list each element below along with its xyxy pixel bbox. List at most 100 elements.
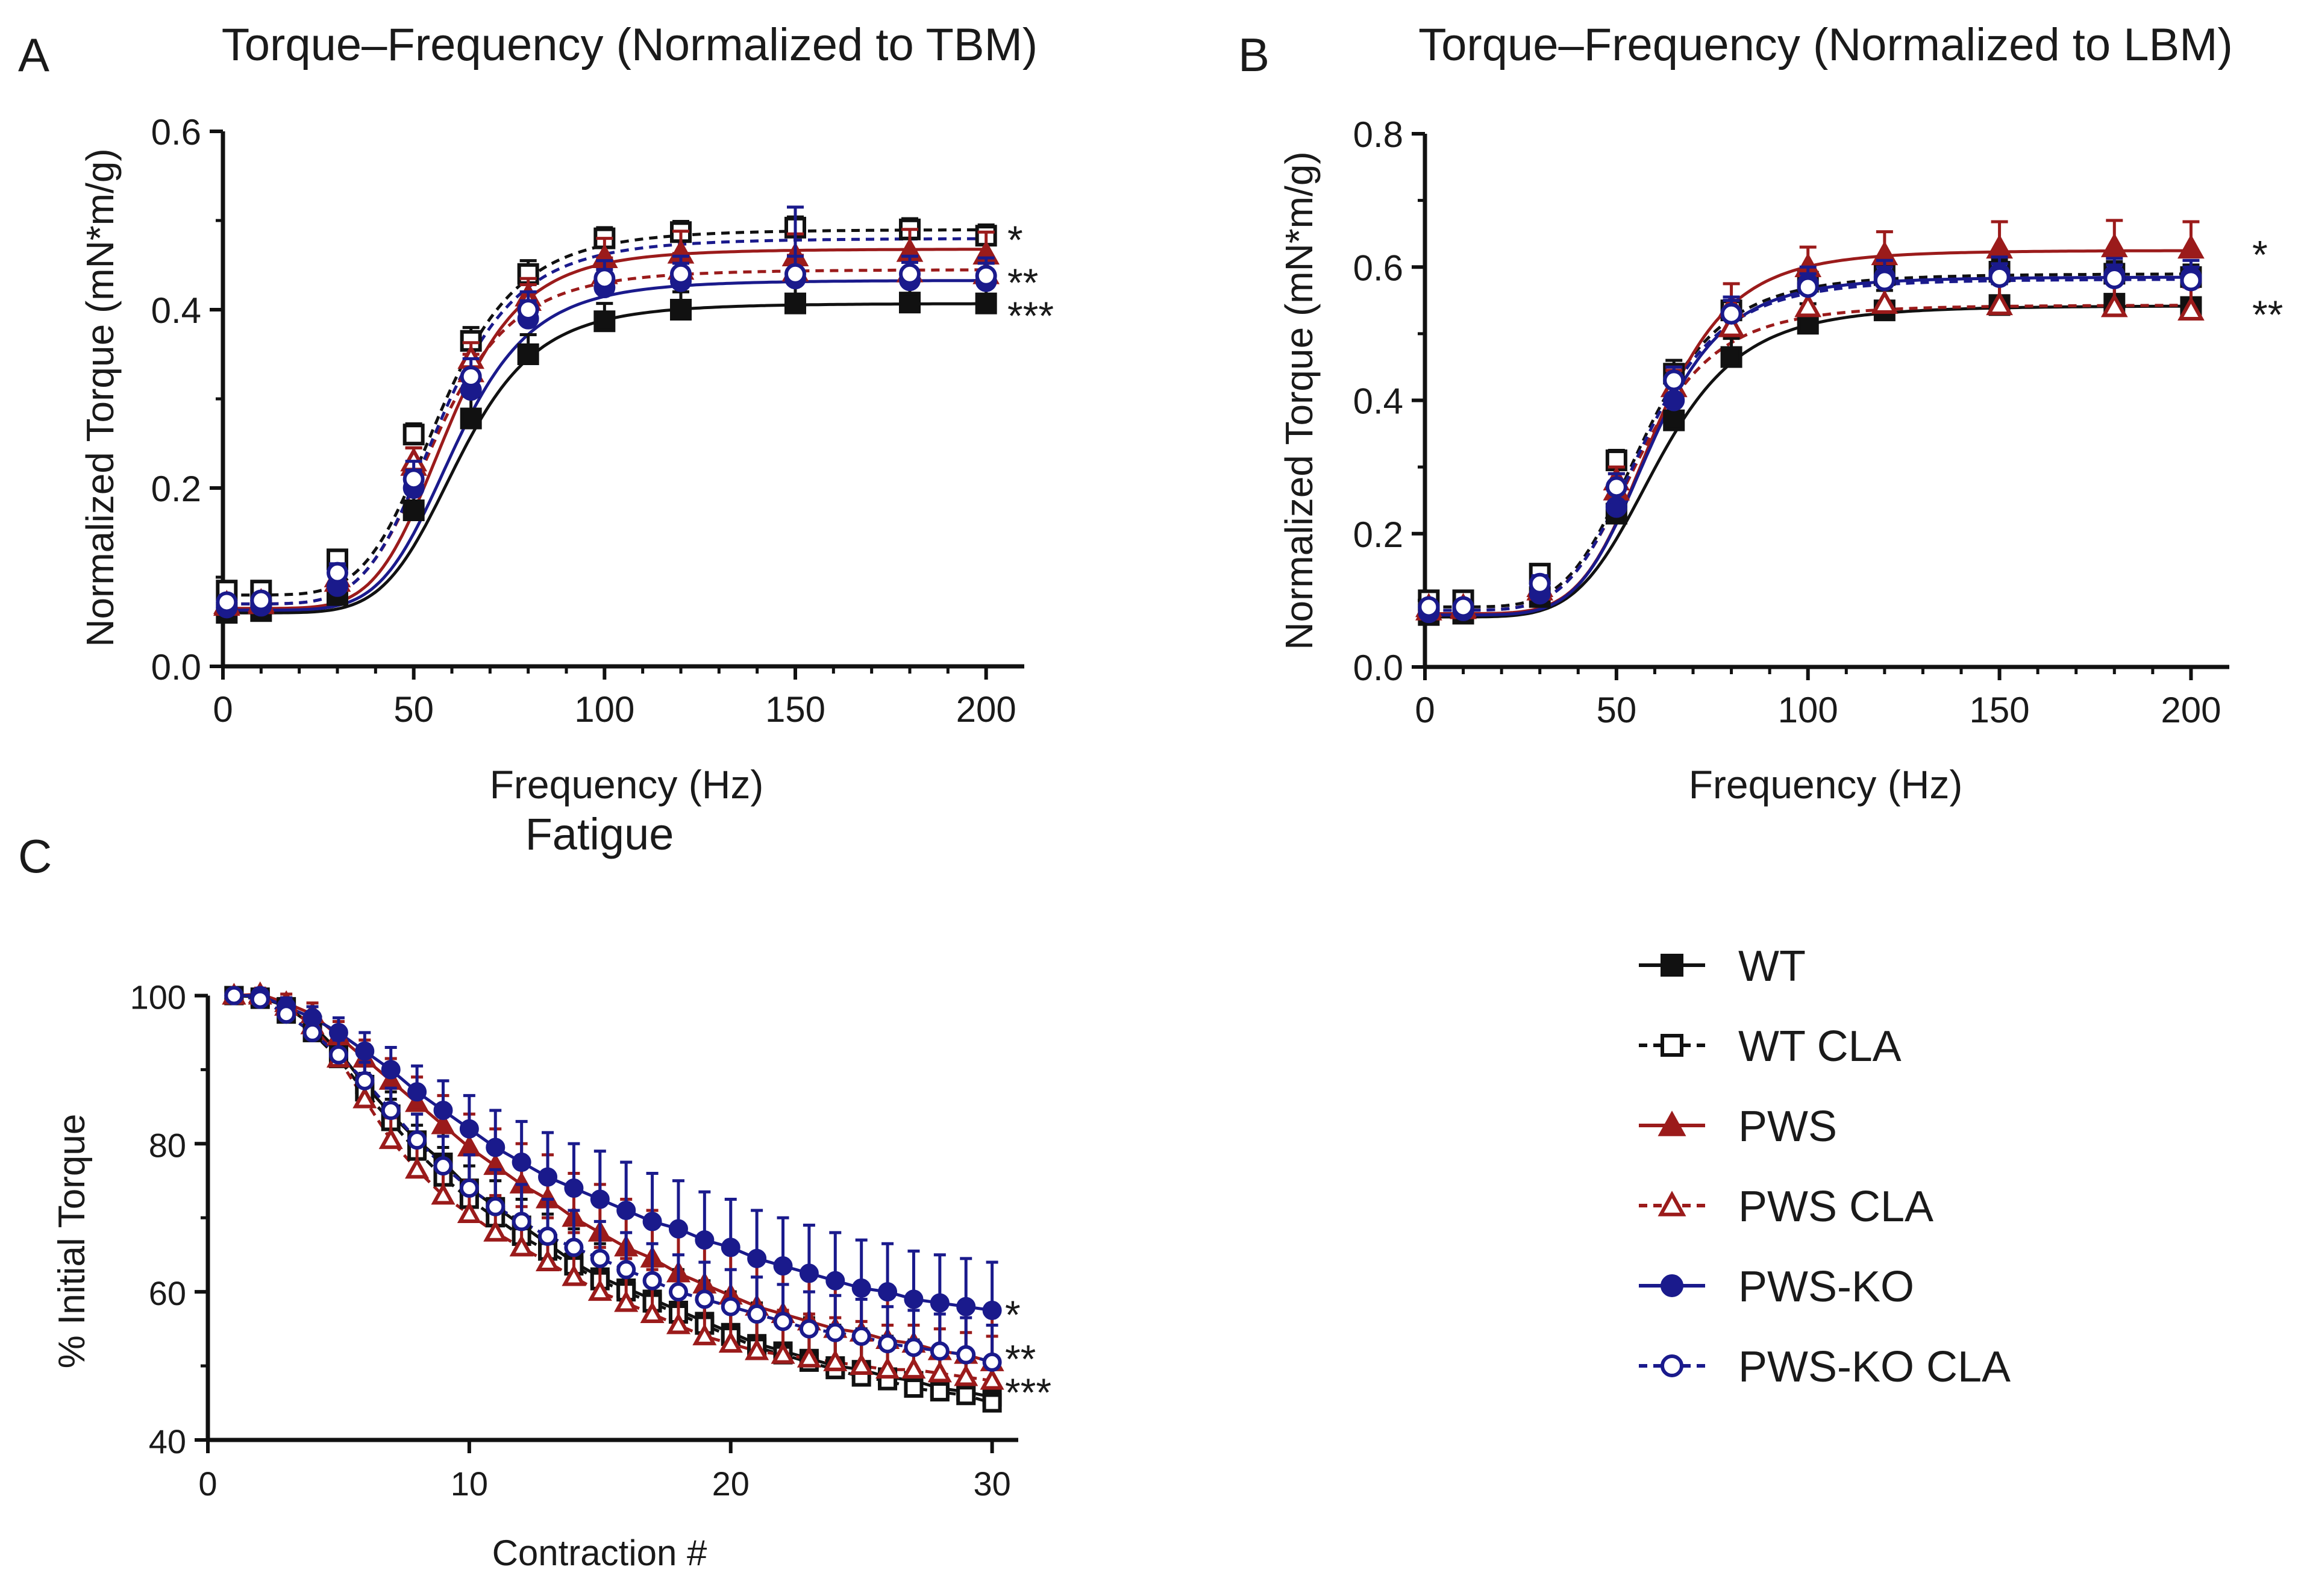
data-point-pws-cla — [457, 1201, 481, 1224]
data-point-pws-ko — [956, 1297, 976, 1316]
data-point-wt — [517, 343, 539, 365]
legend-marker — [1661, 1274, 1683, 1297]
data-point-pws-ko-cla — [904, 1338, 924, 1357]
significance-marker: * — [2252, 233, 2268, 277]
data-point-pws-ko-cla — [2103, 268, 2126, 290]
legend: WT WT CLA PWS PWS CLA PWS-KO PWS-KO CLA — [1639, 942, 2011, 1391]
panel-c-xlabel: Contraction # — [492, 1533, 707, 1573]
data-point-pws-cla — [849, 1353, 874, 1375]
data-point-pws-ko-cla — [302, 1022, 322, 1042]
data-point-pws-ko-cla — [593, 268, 616, 290]
legend-item-pws-ko: PWS-KO — [1639, 1263, 1914, 1311]
legend-label: WT CLA — [1738, 1022, 1902, 1071]
data-point-pws-ko-cla — [328, 1045, 348, 1065]
data-point-wt — [593, 310, 616, 333]
data-point-pws-cla — [483, 1219, 508, 1242]
x-tick-label: 0 — [198, 1465, 217, 1503]
y-tick-label: 0.0 — [151, 647, 201, 687]
x-tick-label: 0 — [1415, 690, 1435, 730]
data-point-pws-cla — [1986, 290, 2013, 316]
data-point-wt-cla — [982, 1393, 1002, 1413]
data-point-wt — [975, 292, 997, 315]
data-point-wt-cla — [956, 1386, 976, 1406]
data-point-pws-ko-cla — [825, 1322, 845, 1342]
data-point-pws-ko-cla — [1873, 269, 1896, 292]
data-point-pws-cla — [2100, 293, 2128, 318]
data-point-wt — [784, 292, 806, 315]
data-point-pws-ko-cla — [799, 1319, 819, 1339]
panel-c-ylabel: % Initial Torque — [51, 1114, 93, 1369]
panel-b: B Torque–Frequency (Normalized to LBM) F… — [1238, 19, 2233, 807]
data-point-wt — [1720, 346, 1742, 368]
y-tick-label: 80 — [149, 1126, 186, 1164]
panel-a-xlabel: Frequency (Hz) — [490, 762, 764, 807]
data-point-pws-cla — [614, 1290, 639, 1312]
y-tick-label: 0.4 — [151, 290, 201, 331]
panel-letter-a: A — [18, 28, 49, 81]
data-point-wt — [1663, 409, 1685, 431]
data-point-pws-ko — [982, 1300, 1002, 1320]
data-point-pws-ko — [721, 1238, 740, 1257]
panel-b-xlabel: Frequency (Hz) — [1689, 762, 1963, 807]
data-point-pws-ko-cla — [747, 1304, 767, 1324]
legend-item-wt-cla: WT CLA — [1639, 1022, 1902, 1071]
data-point-pws-ko-cla — [224, 986, 244, 1006]
data-point-pws-cla — [378, 1127, 403, 1150]
data-point-pws-ko-cla — [784, 263, 806, 285]
data-point-pws-cla — [431, 1183, 456, 1205]
data-point-pws-cla — [666, 1312, 691, 1335]
data-point-wt-cla — [402, 424, 425, 446]
y-tick-label: 100 — [130, 978, 186, 1016]
data-point-pws-ko-cla — [402, 468, 425, 490]
data-point-pws-ko-cla — [2180, 269, 2202, 292]
data-point-pws-ko-cla — [277, 1004, 296, 1024]
data-point-pws-ko-cla — [538, 1226, 558, 1246]
data-point-pws-ko-cla — [1797, 276, 1819, 298]
panel-a: A Torque–Frequency (Normalized to TBM) F… — [18, 19, 1038, 807]
data-point-pws-ko-cla — [670, 263, 692, 285]
legend-label: WT — [1738, 942, 1806, 990]
data-point-pws-cla — [2177, 296, 2205, 321]
data-point-pws-cla — [771, 1342, 795, 1364]
x-tick-label: 10 — [451, 1465, 488, 1503]
data-point-pws-ko — [459, 1119, 479, 1139]
data-point-pws-ko-cla — [216, 591, 238, 613]
data-point-pws-ko-cla — [486, 1197, 506, 1216]
x-tick-label: 100 — [574, 689, 634, 730]
data-point-pws-ko — [747, 1248, 767, 1268]
data-point-pws-ko-cla — [930, 1341, 950, 1361]
y-tick-label: 0.0 — [1353, 648, 1403, 688]
legend-label: PWS-KO CLA — [1738, 1343, 2011, 1391]
data-point-pws-ko — [616, 1200, 636, 1220]
data-point-pws-ko-cla — [773, 1312, 793, 1332]
y-tick-label: 0.6 — [151, 112, 201, 152]
data-point-pws-ko-cla — [721, 1297, 740, 1316]
data-point-pws-ko-cla — [1605, 476, 1627, 498]
data-point-pws-ko-cla — [1452, 596, 1474, 618]
data-point-pws-ko — [433, 1100, 453, 1120]
x-tick-label: 150 — [765, 689, 825, 730]
data-point-pws-cla — [692, 1323, 717, 1345]
series-pws-ko-cla — [224, 986, 1002, 1372]
data-point-pws-ko-cla — [1418, 596, 1440, 618]
significance-marker: ** — [2252, 292, 2283, 337]
data-point-pws-ko — [799, 1263, 819, 1283]
data-point-pws-cla — [745, 1338, 769, 1360]
data-point-pws-ko — [538, 1167, 558, 1187]
data-point-pws-ko — [642, 1212, 662, 1231]
data-point-pws-ko-cla — [668, 1282, 688, 1302]
data-point-pws-cla — [823, 1349, 848, 1371]
data-point-pws-ko-cla — [564, 1238, 584, 1257]
data-point-pws — [2177, 234, 2205, 259]
significance-marker: ** — [1005, 1337, 1036, 1382]
significance-marker: * — [1007, 217, 1023, 262]
data-point-pws-cla — [718, 1331, 743, 1353]
data-point-pws-ko-cla — [590, 1248, 610, 1268]
data-point-pws-ko — [328, 1022, 348, 1042]
legend-marker — [1661, 1354, 1683, 1377]
data-point-pws-ko — [355, 1041, 375, 1061]
legend-label: PWS-KO — [1738, 1263, 1914, 1311]
data-point-pws-cla — [875, 1357, 900, 1379]
